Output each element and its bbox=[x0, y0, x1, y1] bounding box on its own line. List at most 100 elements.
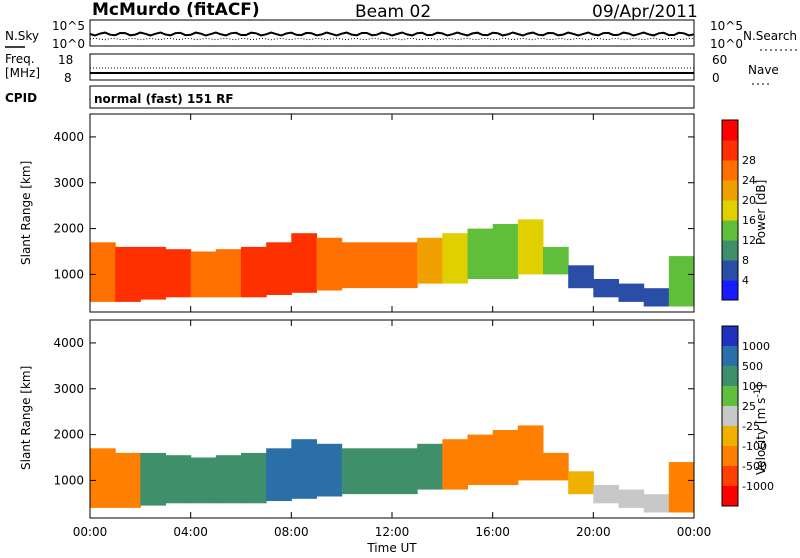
cpid-program-text: normal (fast) 151 RF bbox=[94, 92, 234, 106]
heatmap-cell bbox=[543, 452, 569, 481]
colorbar-tick-label: 25 bbox=[742, 400, 756, 413]
colorbar-swatch bbox=[722, 240, 738, 261]
colorbar-swatch bbox=[722, 220, 738, 241]
nave-label: Nave bbox=[748, 63, 779, 77]
colorbar-tick-label: 12 bbox=[742, 234, 756, 247]
heatmap-cell bbox=[392, 448, 418, 495]
colorbar-tick-label: -1000 bbox=[742, 480, 774, 493]
heatmap-cell bbox=[90, 242, 116, 302]
power-colorbar: 4 8 12 16 20 24 28 bbox=[721, 119, 756, 301]
heatmap-cell bbox=[643, 288, 670, 307]
y-tick-label: 1000 bbox=[53, 267, 84, 281]
colorbar-swatch bbox=[722, 486, 738, 507]
y-tick-label: 4000 bbox=[53, 336, 84, 350]
heatmap-cell bbox=[668, 256, 695, 307]
freq-tick-bottom: 8 bbox=[64, 71, 72, 85]
x-tick-label: 12:00 bbox=[375, 525, 410, 539]
colorbar-tick-label: -100 bbox=[742, 440, 767, 453]
heatmap-cell bbox=[618, 283, 645, 302]
freq-label: Freq. bbox=[5, 52, 35, 66]
colorbar-tick-label: 28 bbox=[742, 154, 756, 167]
freq-tick-top: 18 bbox=[58, 53, 73, 67]
freq-unit-label: [MHz] bbox=[5, 66, 40, 80]
colorbar-tick-label: 16 bbox=[742, 214, 756, 227]
y-tick-label: 3000 bbox=[53, 176, 84, 190]
x-tick-label: 04:00 bbox=[173, 525, 208, 539]
cpid-strip: CPID normal (fast) 151 RF bbox=[5, 85, 695, 109]
heatmap-cell bbox=[291, 233, 317, 293]
heatmap-cell bbox=[190, 251, 217, 298]
power-y-axis-label: Slant Range [km] bbox=[19, 161, 33, 265]
colorbar-swatch bbox=[722, 180, 738, 201]
colorbar-swatch bbox=[722, 446, 738, 467]
colorbar-swatch bbox=[722, 260, 738, 281]
power-colorbar-label: Power [dB] bbox=[754, 180, 768, 245]
colorbar-swatch bbox=[722, 426, 738, 447]
colorbar-swatch bbox=[722, 140, 738, 161]
x-tick-label: 00:00 bbox=[677, 525, 712, 539]
heatmap-cell bbox=[417, 237, 443, 284]
nave-tick-top: 60 bbox=[712, 53, 727, 67]
colorbar-swatch bbox=[722, 160, 738, 181]
nsky-tick-bottom: 10^0 bbox=[52, 37, 85, 51]
colorbar-tick-label: 4 bbox=[742, 274, 749, 287]
power-heatmap bbox=[90, 219, 695, 307]
colorbar-tick-label: 20 bbox=[742, 194, 756, 207]
nsearch-tick-top: 10^5 bbox=[710, 19, 743, 33]
nsky-strip: N.Sky 10^5 10^0 10^5 10^0 N.Search bbox=[5, 19, 800, 51]
heatmap-cell bbox=[643, 494, 670, 513]
velocity-y-axis-label: Slant Range [km] bbox=[19, 366, 33, 470]
velocity-panel: 1000 2000 3000 4000 00:00 04:00 08:00 12:00 16:… bbox=[19, 319, 774, 539]
heatmap-cell bbox=[517, 425, 544, 481]
colorbar-tick-label: -25 bbox=[742, 420, 760, 433]
y-tick-label: 2000 bbox=[53, 222, 84, 236]
colorbar-swatch bbox=[722, 386, 738, 407]
heatmap-cell bbox=[341, 448, 368, 495]
heatmap-cell bbox=[568, 471, 594, 495]
y-tick-label: 4000 bbox=[53, 130, 84, 144]
heatmap-cell bbox=[266, 448, 292, 501]
nsky-tick-top: 10^5 bbox=[52, 19, 85, 33]
heatmap-cell bbox=[492, 430, 519, 485]
colorbar-tick-label: 1000 bbox=[742, 340, 770, 353]
heatmap-cell bbox=[517, 219, 544, 275]
heatmap-cell bbox=[618, 489, 645, 508]
colorbar-tick-label: -500 bbox=[742, 460, 767, 473]
colorbar-frame bbox=[721, 119, 739, 301]
heatmap-cell bbox=[593, 279, 619, 298]
date-label: 09/Apr/2011 bbox=[592, 2, 698, 22]
heatmap-cell bbox=[140, 246, 166, 300]
x-tick-label: 16:00 bbox=[475, 525, 510, 539]
nsky-trace bbox=[89, 31, 695, 37]
power-x-ticks bbox=[89, 114, 695, 312]
heatmap-cell bbox=[241, 452, 267, 504]
power-y-ticks: 1000 2000 3000 4000 bbox=[53, 130, 694, 281]
beam-label: Beam 02 bbox=[355, 2, 431, 22]
heatmap-cell bbox=[316, 237, 343, 291]
heatmap-cell bbox=[492, 224, 519, 279]
heatmap-cell bbox=[90, 448, 116, 508]
colorbar-swatch bbox=[722, 326, 738, 347]
velocity-x-ticks: 00:00 04:00 08:00 12:00 16:00 20:00 00:00 bbox=[73, 320, 712, 539]
heatmap-cell bbox=[165, 455, 192, 504]
heatmap-cell bbox=[442, 439, 468, 490]
nsky-label: N.Sky bbox=[5, 29, 39, 43]
freq-strip: Freq. [MHz] 18 8 60 0 Nave bbox=[5, 52, 779, 85]
heatmap-cell bbox=[140, 452, 166, 506]
heatmap-cell bbox=[266, 242, 292, 295]
nsearch-tick-bottom: 10^0 bbox=[710, 37, 743, 51]
station-title: McMurdo (fitACF) bbox=[92, 0, 260, 20]
heatmap-cell bbox=[215, 455, 242, 504]
heatmap-cell bbox=[442, 233, 468, 284]
heatmap-cell bbox=[568, 265, 594, 289]
heatmap-cell bbox=[190, 457, 217, 504]
velocity-colorbar-label: Velocity [m s-1] bbox=[753, 384, 768, 475]
nsearch-trace bbox=[89, 37, 695, 41]
colorbar-tick-label: 24 bbox=[742, 174, 756, 187]
heatmap-cell bbox=[467, 228, 494, 279]
heatmap-cell bbox=[341, 242, 368, 289]
colorbar-swatch bbox=[722, 466, 738, 487]
colorbar-frame bbox=[721, 325, 739, 507]
heatmap-cell bbox=[366, 242, 393, 289]
